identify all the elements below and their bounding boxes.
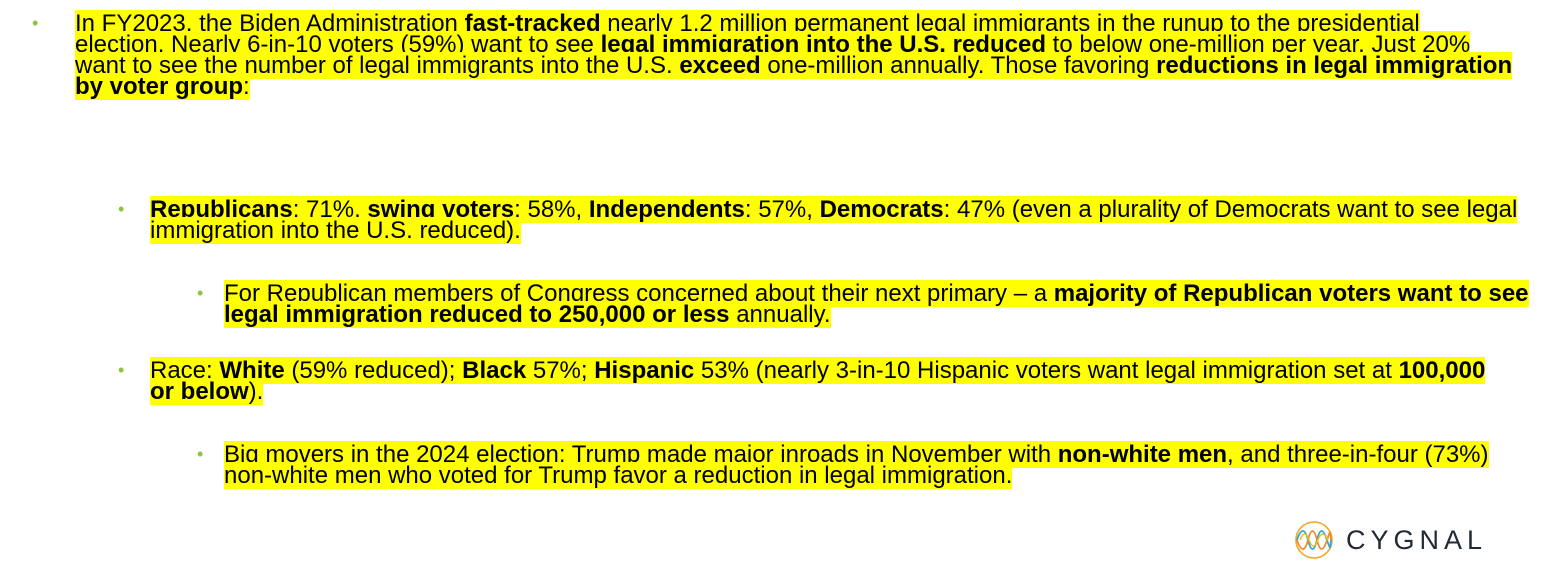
bullet-race-breakdown: Race: White (59% reduced); Black 57%; Hi…: [150, 357, 1490, 405]
bullet-party-breakdown: Republicans: 71%, swing voters: 58%, Ind…: [150, 196, 1530, 244]
bullet-republican-primary: For Republican members of Congress conce…: [224, 280, 1534, 328]
text-run: ).: [248, 378, 264, 405]
text-run: annually.: [729, 301, 831, 328]
bullet-2024-election-movers: Big movers in the 2024 election: Trump m…: [224, 441, 1524, 489]
bullet-marker: •: [118, 199, 125, 219]
bullet-marker: •: [197, 444, 204, 464]
bullet-text: In FY2023, the Biden Administration fast…: [75, 10, 1515, 100]
bullet-text: Big movers in the 2024 election: Trump m…: [224, 441, 1524, 489]
cygnal-logo: CYGNAL: [1294, 516, 1487, 564]
bullet-marker: •: [118, 360, 125, 380]
text-run: one-million annually. Those favoring: [760, 52, 1157, 79]
text-run: : 58%,: [514, 196, 589, 223]
bold-text-run: exceed: [679, 52, 761, 79]
bold-text-run: Independents: [588, 196, 745, 223]
text-run: :: [243, 73, 250, 100]
bullet-text: Republicans: 71%, swing voters: 58%, Ind…: [150, 196, 1530, 244]
text-run: 57%;: [526, 357, 595, 384]
text-run: : 57%,: [744, 196, 820, 223]
bold-text-run: non-white men: [1057, 441, 1228, 468]
bullet-marker: •: [197, 283, 204, 303]
bullet-text: For Republican members of Congress conce…: [224, 280, 1534, 328]
bullet-marker: •: [32, 13, 39, 33]
bold-text-run: Democrats: [819, 196, 944, 223]
text-run: (59% reduced);: [284, 357, 463, 384]
logo-text: CYGNAL: [1346, 524, 1488, 555]
bold-text-run: Black: [462, 357, 527, 384]
text-run: 53% (nearly 3-in-10 Hispanic voters want…: [694, 357, 1399, 384]
bullet-text: Race: White (59% reduced); Black 57%; Hi…: [150, 357, 1490, 405]
bullet-fy2023-legal-immigration: In FY2023, the Biden Administration fast…: [75, 10, 1515, 100]
bold-text-run: Hispanic: [594, 357, 695, 384]
cygnal-waveform-logo-icon: [1295, 521, 1333, 559]
